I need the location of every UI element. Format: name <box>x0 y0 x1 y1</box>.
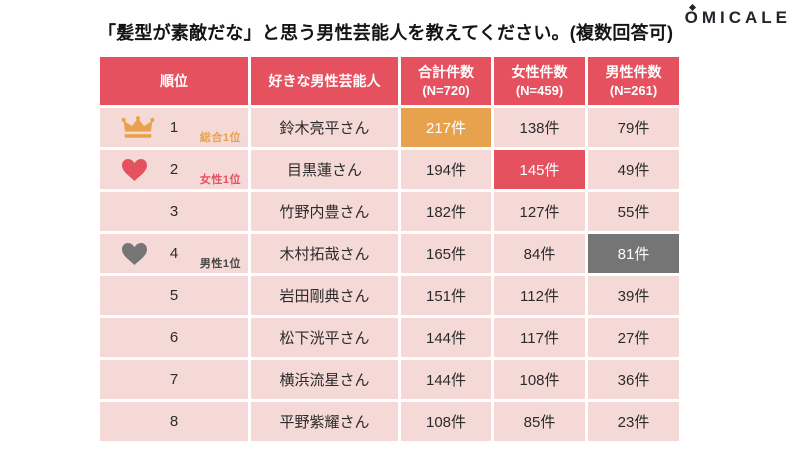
table-row: 5 岩田剛典さん 151件 112件 39件 <box>100 276 679 315</box>
table-row: 3 竹野内豊さん 182件 127件 55件 <box>100 192 679 231</box>
male-count: 55件 <box>588 192 679 231</box>
male-count: 27件 <box>588 318 679 357</box>
celebrity-name: 木村拓哉さん <box>251 234 398 273</box>
crown-icon <box>121 115 155 140</box>
celebrity-name: 横浜流星さん <box>251 360 398 399</box>
column-header-label: 好きな男性芸能人 <box>268 72 381 89</box>
male-count: 79件 <box>588 108 679 147</box>
rank-number: 3 <box>169 203 179 220</box>
rank-cell: 7 <box>100 360 248 399</box>
rank-cell: 8 <box>100 402 248 441</box>
column-header: 合計件数 (N=720) <box>401 57 491 105</box>
table-row: 1 総合1位 鈴木亮平さん 217件 138件 79件 <box>100 108 679 147</box>
table-row: 2 女性1位 目黒蓮さん 194件 145件 49件 <box>100 150 679 189</box>
total-count: 108件 <box>401 402 491 441</box>
celebrity-name: 松下洸平さん <box>251 318 398 357</box>
heart-icon <box>121 242 148 266</box>
page-title: 「髪型が素敵だな」と思う男性芸能人を教えてください。(複数回答可) <box>98 23 674 43</box>
heart-icon <box>121 158 148 182</box>
total-count: 182件 <box>401 192 491 231</box>
rank-number: 8 <box>169 413 179 430</box>
male-count: 81件 <box>588 234 679 273</box>
rank-cell: 2 女性1位 <box>100 150 248 189</box>
celebrity-name: 鈴木亮平さん <box>251 108 398 147</box>
table-row: 7 横浜流星さん 144件 108件 36件 <box>100 360 679 399</box>
male-count: 39件 <box>588 276 679 315</box>
celebrity-name: 岩田剛典さん <box>251 276 398 315</box>
celebrity-name: 平野紫耀さん <box>251 402 398 441</box>
table-row: 6 松下洸平さん 144件 117件 27件 <box>100 318 679 357</box>
rank-number: 6 <box>169 329 179 346</box>
rank-badge: 女性1位 <box>199 174 241 186</box>
column-header: 女性件数 (N=459) <box>494 57 585 105</box>
column-header-sub: (N=720) <box>422 82 470 98</box>
table-body: 1 総合1位 鈴木亮平さん 217件 138件 79件 2 女性1位 目黒蓮さん 194件 145件… <box>100 108 679 441</box>
male-count: 49件 <box>588 150 679 189</box>
column-header-label: 男性件数 <box>605 63 662 80</box>
rank-cell: 3 <box>100 192 248 231</box>
ranking-table: 順位 好きな男性芸能人 合計件数 (N=720) 女性件数 (N=459) 男性件数 (N=2… <box>100 57 679 441</box>
rank-number: 5 <box>169 287 179 304</box>
female-count: 138件 <box>494 108 585 147</box>
column-header: 好きな男性芸能人 <box>251 57 398 105</box>
rank-cell: 6 <box>100 318 248 357</box>
table-header-row: 順位 好きな男性芸能人 合計件数 (N=720) 女性件数 (N=459) 男性件数 (N=2… <box>100 57 679 105</box>
total-count: 144件 <box>401 318 491 357</box>
table-row: 8 平野紫耀さん 108件 85件 23件 <box>100 402 679 441</box>
rank-cell: 1 総合1位 <box>100 108 248 147</box>
female-count: 117件 <box>494 318 585 357</box>
celebrity-name: 竹野内豊さん <box>251 192 398 231</box>
column-header-label: 女性件数 <box>511 63 568 80</box>
rank-number: 1 <box>169 119 179 136</box>
total-count: 217件 <box>401 108 491 147</box>
rank-number: 7 <box>169 371 179 388</box>
male-count: 36件 <box>588 360 679 399</box>
total-count: 144件 <box>401 360 491 399</box>
total-count: 165件 <box>401 234 491 273</box>
female-count: 145件 <box>494 150 585 189</box>
column-header-sub: (N=459) <box>515 82 564 98</box>
rank-number: 2 <box>169 161 179 178</box>
column-header: 男性件数 (N=261) <box>588 57 679 105</box>
column-header-label: 合計件数 <box>418 63 474 80</box>
rank-cell: 4 男性1位 <box>100 234 248 273</box>
rank-number: 4 <box>169 245 179 262</box>
brand-logo: OMICALE <box>684 3 791 28</box>
table-row: 4 男性1位 木村拓哉さん 165件 84件 81件 <box>100 234 679 273</box>
column-header: 順位 <box>100 57 248 105</box>
female-count: 108件 <box>494 360 585 399</box>
male-count: 23件 <box>588 402 679 441</box>
female-count: 85件 <box>494 402 585 441</box>
column-header-sub: (N=261) <box>609 82 658 98</box>
rank-cell: 5 <box>100 276 248 315</box>
female-count: 112件 <box>494 276 585 315</box>
brand-logo-text: OMICALE <box>684 8 791 27</box>
rank-badge: 男性1位 <box>199 258 241 270</box>
column-header-label: 順位 <box>160 72 188 89</box>
total-count: 194件 <box>401 150 491 189</box>
female-count: 127件 <box>494 192 585 231</box>
celebrity-name: 目黒蓮さん <box>251 150 398 189</box>
female-count: 84件 <box>494 234 585 273</box>
total-count: 151件 <box>401 276 491 315</box>
rank-badge: 総合1位 <box>199 132 241 144</box>
